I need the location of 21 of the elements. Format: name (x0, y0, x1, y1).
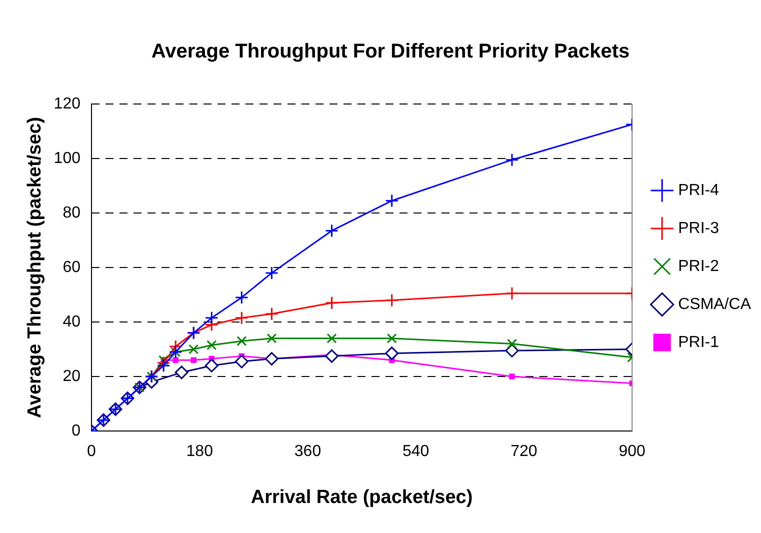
y-tick-label: 60 (62, 258, 81, 276)
x-axis-title: Arrival Rate (packet/sec) (250, 486, 473, 508)
chart-title: Average Throughput For Different Priority Packets (151, 40, 630, 63)
x-tick-label: 360 (294, 443, 322, 460)
y-tick-label: 40 (62, 313, 81, 330)
x-tick-label: 900 (618, 443, 646, 460)
x-tick-label: 180 (186, 443, 214, 460)
legend-label: PRI-4 (678, 182, 720, 199)
y-axis-title: Average Throughput (packet/sec) (24, 116, 46, 418)
y-tick-label: 80 (62, 204, 81, 222)
legend-label: PRI-1 (678, 334, 720, 351)
y-tick-label: 0 (72, 422, 81, 440)
y-tick-label: 20 (62, 368, 81, 385)
legend-label: PRI-3 (678, 220, 720, 237)
x-tick-label: 720 (510, 443, 538, 460)
y-tick-label: 100 (54, 150, 81, 167)
y-tick-label: 120 (54, 95, 81, 112)
x-tick-label: 0 (87, 443, 96, 460)
legend-label: PRI-2 (678, 258, 720, 275)
legend-label: CSMA/CA (678, 296, 752, 313)
x-tick-label: 540 (402, 443, 430, 460)
